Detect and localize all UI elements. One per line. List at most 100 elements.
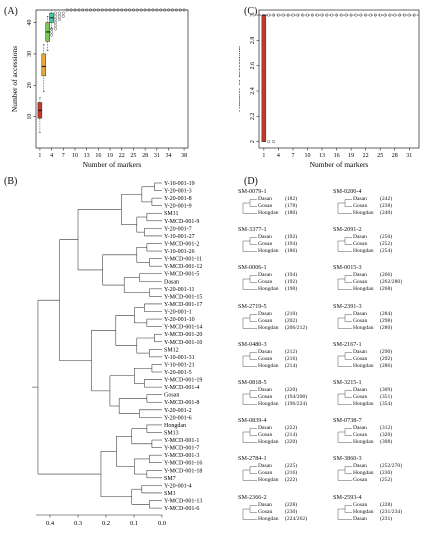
chart-a-x-tick-label: 34 bbox=[166, 153, 172, 159]
cultivar-name: Gosan bbox=[258, 317, 273, 324]
chart-a-flat-point bbox=[120, 8, 124, 12]
chart-c-flat-point bbox=[286, 13, 290, 17]
marker-row: Hongdan (180) bbox=[258, 210, 297, 217]
marker-tree bbox=[337, 352, 352, 367]
marker-row: Hongdan (186) bbox=[258, 248, 297, 255]
marker-row: Gosan (202) bbox=[258, 317, 297, 325]
chart-a-flat-point bbox=[116, 8, 120, 12]
chart-a-y-tick-label: 30 bbox=[27, 51, 33, 57]
allele-size: (351) bbox=[380, 394, 393, 400]
marker-name: SM-3377-1 bbox=[238, 226, 267, 234]
chart-c-plot-frame bbox=[258, 9, 420, 149]
marker-block: SM-0200-4 Dasan (242) Gosan (238) Hongdan (240… bbox=[333, 188, 425, 221]
dendrogram-leaf-label: Y-MCD-001-20 bbox=[164, 332, 202, 338]
marker-row: Dasan (312) bbox=[353, 425, 392, 432]
marker-tree bbox=[242, 466, 257, 482]
chart-a-flat-point bbox=[143, 8, 147, 12]
allele-size: (194) bbox=[285, 272, 298, 279]
allele-size: (292) bbox=[380, 355, 393, 362]
marker-row: Dasan (222) bbox=[258, 425, 297, 432]
dendrogram-leaf-label: Y-20-001-6 bbox=[164, 415, 192, 421]
marker-row: Gosan (228) bbox=[353, 502, 392, 509]
allele-size: (254) bbox=[380, 248, 393, 255]
chart-c-flat-point bbox=[291, 13, 295, 17]
chart-c-x-tick-label: 25 bbox=[377, 153, 383, 159]
dendrogram-leaf-label: Y-MCD-001-15 bbox=[164, 294, 202, 300]
cultivar-name: Hongdan bbox=[353, 439, 374, 446]
marker-tree bbox=[242, 275, 257, 291]
allele-size: (320) bbox=[380, 432, 393, 439]
chart-a-y-tick-label: 10 bbox=[27, 114, 33, 120]
cultivar-name: Hongdan bbox=[258, 477, 279, 484]
chart-a-flat-point bbox=[104, 8, 108, 12]
marker-grid-d: SM-0079-1 Dasan (182) Gosan (178) Hongdan (180… bbox=[238, 188, 428, 533]
cultivar-name: Dasan bbox=[353, 234, 367, 241]
allele-size: (214) bbox=[285, 432, 298, 439]
chart-c-y-tick-label: 2.6 bbox=[250, 62, 256, 70]
dendrogram-leaf-label: Y-20-001-2 bbox=[164, 408, 192, 414]
marker-row: Hongdan (231/234) bbox=[353, 509, 402, 516]
allele-size: (192) bbox=[285, 279, 298, 286]
dendrogram-leaf-label: Y-MCD-001-18 bbox=[164, 468, 202, 474]
marker-tree bbox=[337, 466, 352, 482]
cultivar-name: Gosan bbox=[258, 508, 273, 515]
chart-a-x-tick-label: 25 bbox=[130, 153, 136, 159]
dendrogram-leaf-label: Gosan bbox=[164, 393, 179, 399]
marker-block: SM-0839-4 Dasan (222) Gosan (214) Hongdan (220… bbox=[238, 417, 330, 450]
chart-c-outlier-point bbox=[267, 140, 271, 144]
chart-a-x-tick-label: 22 bbox=[119, 153, 125, 159]
chart-c-x-tick-label: 22 bbox=[363, 153, 369, 159]
allele-size: (231/234) bbox=[380, 508, 403, 515]
marker-row: Hongdan (268) bbox=[353, 286, 392, 293]
cultivar-name: Dasan bbox=[258, 463, 272, 470]
allele-size: (230) bbox=[285, 508, 298, 515]
dendrogram-leaf-label: Y-MCD-001-14 bbox=[164, 325, 202, 331]
chart-c-flat-point bbox=[267, 13, 271, 17]
marker-row: Gosan (252) bbox=[353, 241, 392, 248]
chart-a-outlier-point bbox=[53, 21, 58, 25]
marker-row: Gosan (178) bbox=[258, 203, 297, 210]
marker-row: Dasan (250) bbox=[353, 234, 392, 241]
chart-c-flat-point bbox=[349, 13, 353, 17]
box-plot-c: 1 4 7 10 13 16 19 22 25 28 31 2 2.2 2.4 2.6 2.8 3 Number … bbox=[239, 9, 420, 169]
cultivar-name: Gosan bbox=[258, 394, 273, 400]
dendrogram-leaf-label: Y-10-001-21 bbox=[164, 362, 195, 368]
chart-a-x-tick-label: 28 bbox=[142, 153, 148, 159]
chart-a-x-tick-label: 10 bbox=[72, 153, 78, 159]
dendrogram-x-tick-label: 0.1 bbox=[130, 520, 138, 527]
chart-a-flat-point bbox=[163, 8, 167, 12]
allele-size: (180) bbox=[285, 210, 298, 216]
chart-a-outlier-point bbox=[57, 11, 61, 15]
marker-block: SM-0738-7 Dasan (312) Gosan (320) Hongdan (308… bbox=[333, 417, 425, 450]
allele-size: (220) bbox=[285, 439, 298, 446]
marker-row: Dasan (309) bbox=[353, 387, 392, 394]
cultivar-name: Hongdan bbox=[258, 515, 279, 522]
marker-name: SM-0818-5 bbox=[238, 379, 267, 386]
marker-row: Dasan (225) bbox=[258, 463, 297, 470]
chart-c-flat-point bbox=[305, 13, 310, 17]
allele-size: (252/270) bbox=[380, 463, 403, 470]
marker-name: SM-2366-2 bbox=[238, 493, 267, 501]
allele-size: (210) bbox=[285, 310, 298, 317]
marker-name: SM-0006-1 bbox=[238, 264, 267, 272]
chart-c-flat-point bbox=[320, 13, 324, 17]
allele-size: (222) bbox=[285, 425, 298, 432]
allele-size: (206/212) bbox=[285, 324, 308, 331]
dendrogram-leaf-label: Y-20-001-10 bbox=[164, 317, 195, 323]
marker-row: Hongdan (196/224) bbox=[258, 401, 307, 408]
marker-row: Dasan (290) bbox=[353, 349, 392, 356]
marker-row: Gosan (216) bbox=[258, 356, 297, 363]
cultivar-name: Dasan bbox=[258, 425, 272, 432]
cultivar-name: Hongdan bbox=[353, 362, 374, 369]
dendrogram-leaf-label: SM7 bbox=[164, 476, 176, 482]
marker-tree bbox=[242, 352, 257, 367]
chart-c-flat-point bbox=[402, 13, 406, 17]
chart-c-flat-point bbox=[373, 13, 377, 17]
chart-a-outlier-point bbox=[53, 11, 58, 15]
cultivar-name: Gosan bbox=[353, 317, 368, 324]
dendrogram-leaf-label: Y-MCD-001-5 bbox=[164, 272, 199, 278]
dendrogram-leaf-label: Y-MCD-001-6 bbox=[164, 506, 199, 512]
chart-a-outlier-point bbox=[61, 14, 65, 18]
chart-a-flat-point bbox=[69, 8, 73, 12]
chart-a-flat-point bbox=[182, 8, 186, 12]
